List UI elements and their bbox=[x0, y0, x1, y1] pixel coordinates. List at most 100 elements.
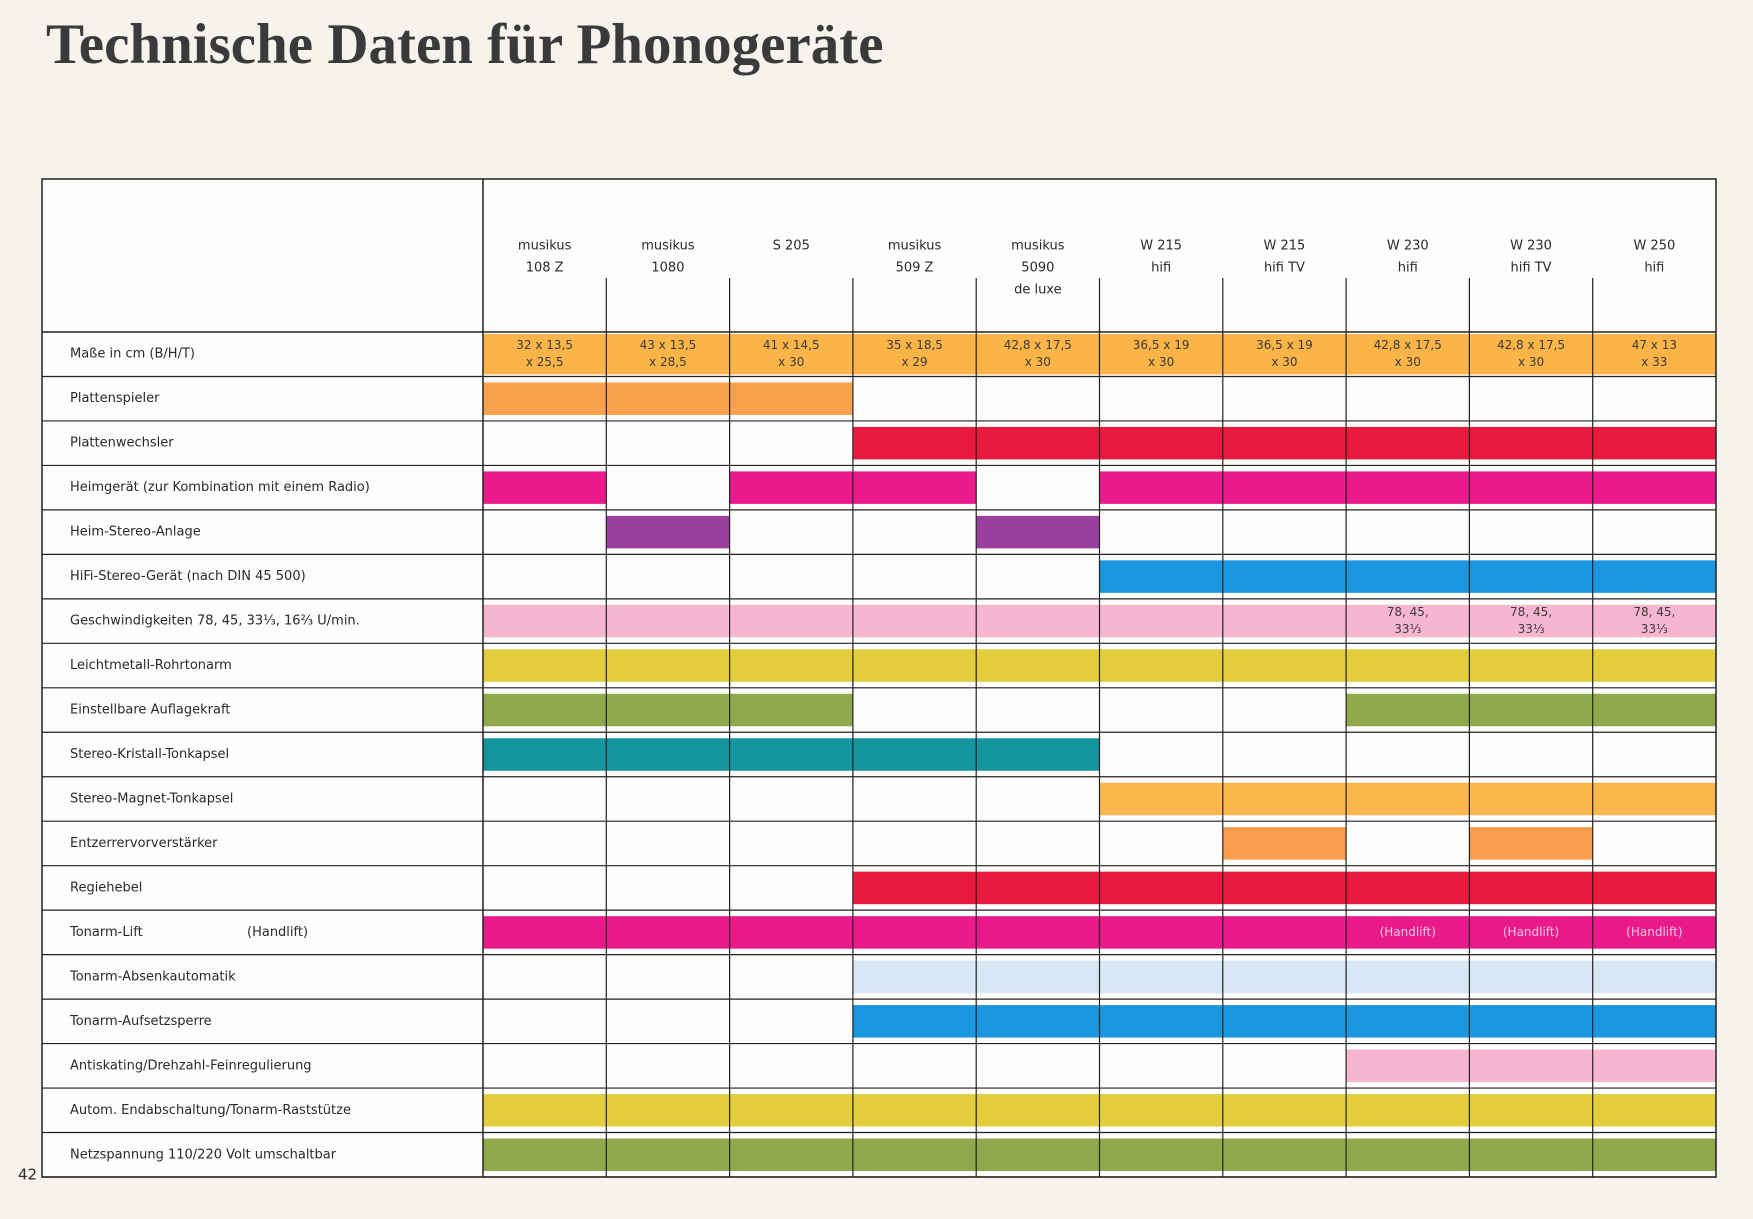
column-header: W 215 bbox=[1140, 239, 1182, 254]
bar bbox=[1592, 604, 1716, 638]
bar bbox=[852, 604, 977, 638]
bar bbox=[1592, 560, 1716, 593]
row-note: (Handlift) bbox=[247, 925, 308, 940]
row-label: Netzspannung 110/220 Volt umschaltbar bbox=[70, 1147, 337, 1162]
bar bbox=[1099, 649, 1223, 682]
bar bbox=[1222, 426, 1347, 460]
bar bbox=[1469, 471, 1593, 504]
cell-text: 33⅓ bbox=[1518, 622, 1545, 636]
cell-text: x 25,5 bbox=[526, 355, 564, 369]
bar bbox=[1592, 693, 1716, 727]
bar bbox=[483, 649, 607, 682]
cell-text: (Handlift) bbox=[1626, 925, 1682, 939]
bar bbox=[976, 334, 1100, 375]
bar bbox=[852, 738, 977, 771]
bar bbox=[976, 515, 1100, 549]
cell-text: 43 x 13,5 bbox=[640, 338, 697, 352]
cell-text: (Handlift) bbox=[1380, 925, 1436, 939]
column-header: musikus bbox=[1011, 239, 1065, 254]
bar bbox=[1346, 471, 1470, 504]
bar bbox=[976, 871, 1100, 905]
bar bbox=[729, 916, 853, 949]
bar bbox=[1222, 560, 1347, 593]
bar bbox=[729, 649, 853, 682]
bar bbox=[852, 1138, 977, 1171]
bar bbox=[1592, 1005, 1716, 1038]
bar bbox=[729, 1138, 853, 1171]
bar bbox=[1222, 471, 1347, 504]
bar bbox=[729, 693, 853, 727]
page-number: 42 bbox=[18, 1166, 37, 1184]
bar bbox=[1099, 604, 1223, 638]
row-label: Heim-Stereo-Anlage bbox=[70, 525, 201, 540]
bar bbox=[1346, 334, 1470, 375]
bar bbox=[483, 916, 607, 949]
bar bbox=[852, 871, 977, 905]
bar bbox=[1346, 426, 1470, 460]
column-header: 509 Z bbox=[896, 261, 934, 276]
cell-text: 36,5 x 19 bbox=[1256, 338, 1313, 352]
bar bbox=[1346, 693, 1470, 727]
bar bbox=[1469, 1049, 1593, 1083]
bar bbox=[1346, 560, 1470, 593]
column-header: hifi bbox=[1151, 261, 1171, 276]
bar bbox=[1222, 604, 1347, 638]
bar bbox=[1346, 960, 1470, 994]
column-header: W 230 bbox=[1387, 239, 1429, 254]
bar bbox=[1592, 334, 1716, 375]
cell-text: 78, 45, bbox=[1510, 605, 1552, 619]
bar bbox=[483, 738, 607, 771]
column-header: 1080 bbox=[651, 261, 684, 276]
bar bbox=[1469, 604, 1593, 638]
bar bbox=[1099, 426, 1223, 460]
bar bbox=[1222, 871, 1347, 905]
bar bbox=[852, 916, 977, 949]
bar bbox=[1469, 916, 1593, 949]
bar bbox=[1592, 426, 1716, 460]
bar bbox=[729, 1094, 853, 1127]
bar bbox=[1592, 871, 1716, 905]
cell-text: 41 x 14,5 bbox=[763, 338, 820, 352]
cell-text: 42,8 x 17,5 bbox=[1497, 338, 1565, 352]
row-label: Einstellbare Auflagekraft bbox=[70, 703, 230, 718]
cell-text: 42,8 x 17,5 bbox=[1374, 338, 1442, 352]
row-label: Regiehebel bbox=[70, 880, 142, 895]
bar bbox=[729, 738, 853, 771]
bar bbox=[1469, 649, 1593, 682]
bar bbox=[1099, 471, 1223, 504]
bar bbox=[1469, 693, 1593, 727]
bar bbox=[1592, 649, 1716, 682]
cell-text: x 30 bbox=[1025, 355, 1051, 369]
bar bbox=[976, 1005, 1100, 1038]
bar bbox=[1222, 960, 1347, 994]
bar bbox=[1099, 1005, 1223, 1038]
bar bbox=[483, 1138, 607, 1171]
title: Technische Daten für Phonogeräte bbox=[46, 13, 884, 76]
column-header: 108 Z bbox=[526, 261, 564, 276]
bar bbox=[729, 604, 853, 638]
bar bbox=[1469, 560, 1593, 593]
cell-text: x 28,5 bbox=[649, 355, 687, 369]
cell-text: 78, 45, bbox=[1633, 605, 1675, 619]
bar bbox=[1469, 1094, 1593, 1127]
row-label: Tonarm-Lift bbox=[69, 925, 143, 940]
bar bbox=[729, 382, 853, 415]
bar bbox=[1222, 1094, 1347, 1127]
row-label: Stereo-Magnet-Tonkapsel bbox=[70, 791, 233, 806]
bar bbox=[1346, 782, 1470, 816]
column-header: hifi TV bbox=[1264, 261, 1305, 276]
bar bbox=[852, 1094, 977, 1127]
bar bbox=[483, 1094, 607, 1127]
bar bbox=[852, 649, 977, 682]
table-border bbox=[41, 178, 1717, 1178]
bar bbox=[606, 1094, 730, 1127]
cell-text: x 30 bbox=[1518, 355, 1544, 369]
cell-text: 33⅓ bbox=[1394, 622, 1421, 636]
bar bbox=[1099, 960, 1223, 994]
bar bbox=[852, 960, 977, 994]
bar bbox=[1346, 1005, 1470, 1038]
bar bbox=[976, 1094, 1100, 1127]
bar bbox=[606, 382, 730, 415]
bar bbox=[852, 1005, 977, 1038]
bar bbox=[1222, 649, 1347, 682]
